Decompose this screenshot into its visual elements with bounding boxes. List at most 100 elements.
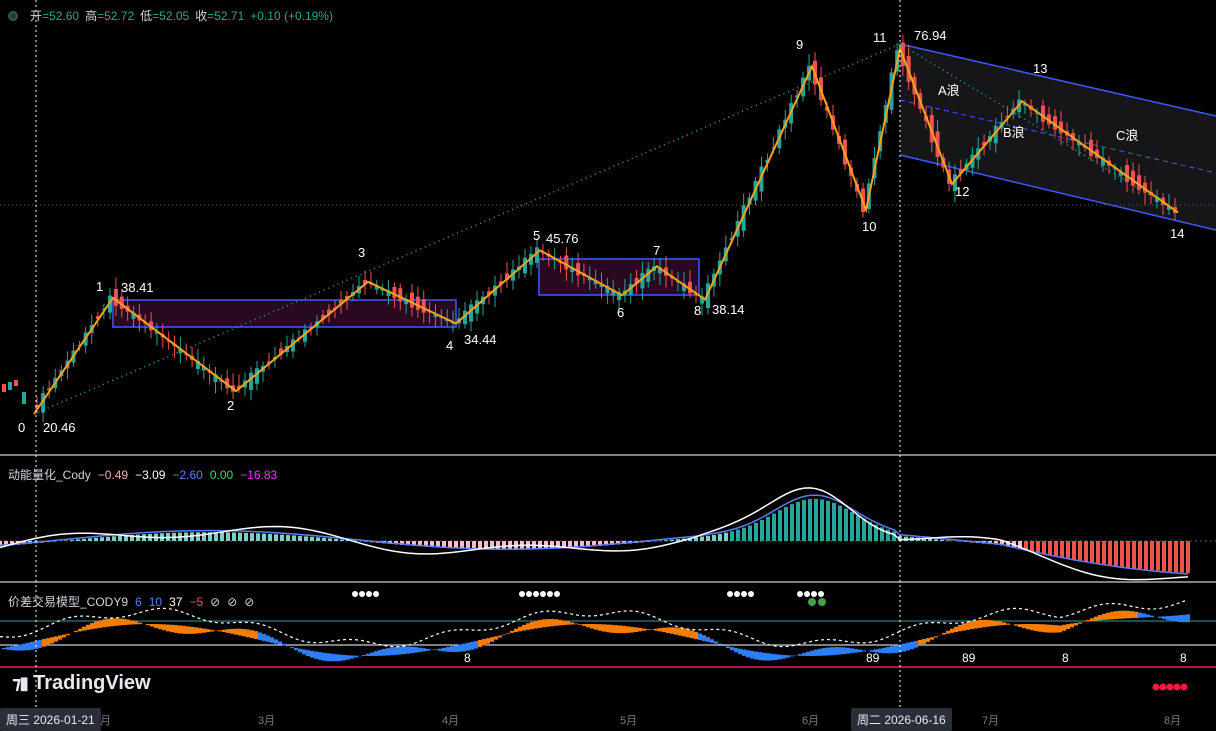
momentum-bar bbox=[730, 531, 734, 541]
momentum-bar bbox=[1096, 541, 1100, 564]
spread-marker-4: 8 bbox=[1062, 651, 1069, 665]
momentum-bar bbox=[1180, 541, 1184, 573]
candle-body bbox=[1119, 171, 1123, 176]
spread-signal-dot bbox=[359, 591, 365, 597]
spread-signal-dot-red bbox=[1152, 683, 1160, 691]
momentum-bar bbox=[124, 535, 128, 541]
momentum-bar bbox=[298, 535, 302, 541]
momentum-bar bbox=[328, 538, 332, 541]
candle-body bbox=[658, 267, 662, 274]
momentum-bar bbox=[598, 541, 602, 546]
spread-name: 价差交易模型_CODY9 bbox=[8, 595, 129, 609]
momentum-v3: −2.60 bbox=[172, 467, 203, 482]
spread-signal-dot bbox=[366, 591, 372, 597]
spread-marker-3: 89 bbox=[962, 651, 976, 665]
momentum-v1: −0.49 bbox=[97, 467, 129, 482]
candle-body bbox=[404, 299, 409, 305]
momentum-bar bbox=[574, 541, 578, 548]
candle-body bbox=[421, 299, 426, 313]
open-label: 开 bbox=[30, 9, 43, 23]
momentum-bar bbox=[748, 525, 752, 541]
spread-signal-dot bbox=[727, 591, 733, 597]
spread-signal-dot bbox=[519, 591, 525, 597]
candle-body bbox=[1053, 116, 1057, 130]
momentum-bar bbox=[928, 538, 932, 541]
spread-p4: −5 bbox=[189, 594, 204, 609]
candle-body bbox=[993, 125, 998, 144]
candle-body bbox=[958, 169, 963, 174]
momentum-bar bbox=[562, 541, 566, 549]
momentum-v4: 0.00 bbox=[209, 467, 234, 482]
momentum-bar bbox=[688, 537, 692, 541]
candle-body bbox=[339, 299, 343, 305]
channel-mid bbox=[899, 99, 1216, 174]
candle-body bbox=[14, 380, 18, 386]
momentum-bar bbox=[94, 537, 98, 541]
status-dot-icon bbox=[8, 10, 18, 21]
momentum-bar bbox=[1120, 541, 1124, 567]
candle-body bbox=[487, 291, 491, 295]
candle-body bbox=[463, 310, 467, 325]
momentum-bar bbox=[0, 541, 2, 547]
candle-body bbox=[35, 405, 40, 409]
momentum-bar bbox=[1186, 541, 1190, 574]
momentum-bar bbox=[736, 529, 740, 541]
momentum-bar bbox=[340, 539, 344, 541]
momentum-bar bbox=[1030, 541, 1034, 552]
momentum-bar bbox=[700, 536, 704, 541]
month-label-aug: 8月 bbox=[1164, 715, 1182, 727]
momentum-bar bbox=[208, 532, 212, 541]
momentum-bar bbox=[808, 499, 812, 541]
spread-legend[interactable]: 价差交易模型_CODY9 6 10 37 −5 ⊘ ⊘ ⊘ bbox=[8, 593, 254, 610]
pivot-label-12: 12 bbox=[955, 184, 969, 199]
candle-body bbox=[576, 263, 581, 276]
candle-body bbox=[593, 280, 598, 285]
momentum-bar bbox=[1108, 541, 1112, 566]
momentum-bar bbox=[232, 532, 236, 541]
momentum-bar bbox=[484, 541, 488, 550]
momentum-bar bbox=[1156, 541, 1160, 571]
candle-body bbox=[741, 205, 746, 231]
momentum-bar bbox=[1048, 541, 1052, 556]
candle-body bbox=[291, 339, 295, 352]
candle-body bbox=[611, 289, 616, 296]
momentum-bar bbox=[220, 532, 224, 541]
pivot-price-11: 76.94 bbox=[914, 28, 947, 43]
candle-body bbox=[327, 309, 331, 315]
momentum-bar bbox=[820, 499, 824, 541]
spread-p1: 6 bbox=[135, 594, 142, 609]
candle-body bbox=[646, 268, 651, 282]
momentum-bar bbox=[880, 527, 884, 541]
momentum-bar bbox=[244, 532, 248, 541]
candle-body bbox=[982, 142, 987, 146]
candle-body bbox=[1101, 157, 1105, 166]
spread-signal-dot-red bbox=[1173, 683, 1181, 691]
momentum-bar bbox=[394, 541, 398, 545]
momentum-name: 动能量化_Cody bbox=[8, 468, 91, 482]
low-label: 低 bbox=[140, 9, 153, 23]
momentum-bar bbox=[850, 511, 854, 541]
spread-dotted-line bbox=[0, 599, 1189, 648]
momentum-bar bbox=[1060, 541, 1064, 558]
candle-body bbox=[634, 277, 639, 284]
candle-body bbox=[178, 348, 183, 354]
candle-body bbox=[363, 280, 367, 285]
momentum-bar bbox=[778, 510, 782, 541]
momentum-bar bbox=[1024, 541, 1028, 551]
momentum-bar bbox=[550, 541, 554, 549]
momentum-bar bbox=[580, 541, 584, 548]
momentum-legend[interactable]: 动能量化_Cody −0.49 −3.09 −2.60 0.00 −16.83 bbox=[8, 466, 277, 483]
candle-body bbox=[345, 296, 349, 299]
momentum-bar bbox=[442, 541, 446, 548]
candle-body bbox=[640, 272, 645, 289]
tradingview-logo[interactable]: ⁊▮ TradingView bbox=[12, 672, 151, 695]
momentum-bar bbox=[664, 540, 668, 541]
candle-body bbox=[1059, 121, 1063, 134]
momentum-bar bbox=[694, 537, 698, 541]
spread-p2: 10 bbox=[148, 594, 163, 609]
momentum-bar bbox=[472, 541, 476, 550]
momentum-bar bbox=[346, 540, 350, 541]
pivot-label-9: 9 bbox=[796, 37, 803, 52]
momentum-bar bbox=[436, 541, 440, 548]
